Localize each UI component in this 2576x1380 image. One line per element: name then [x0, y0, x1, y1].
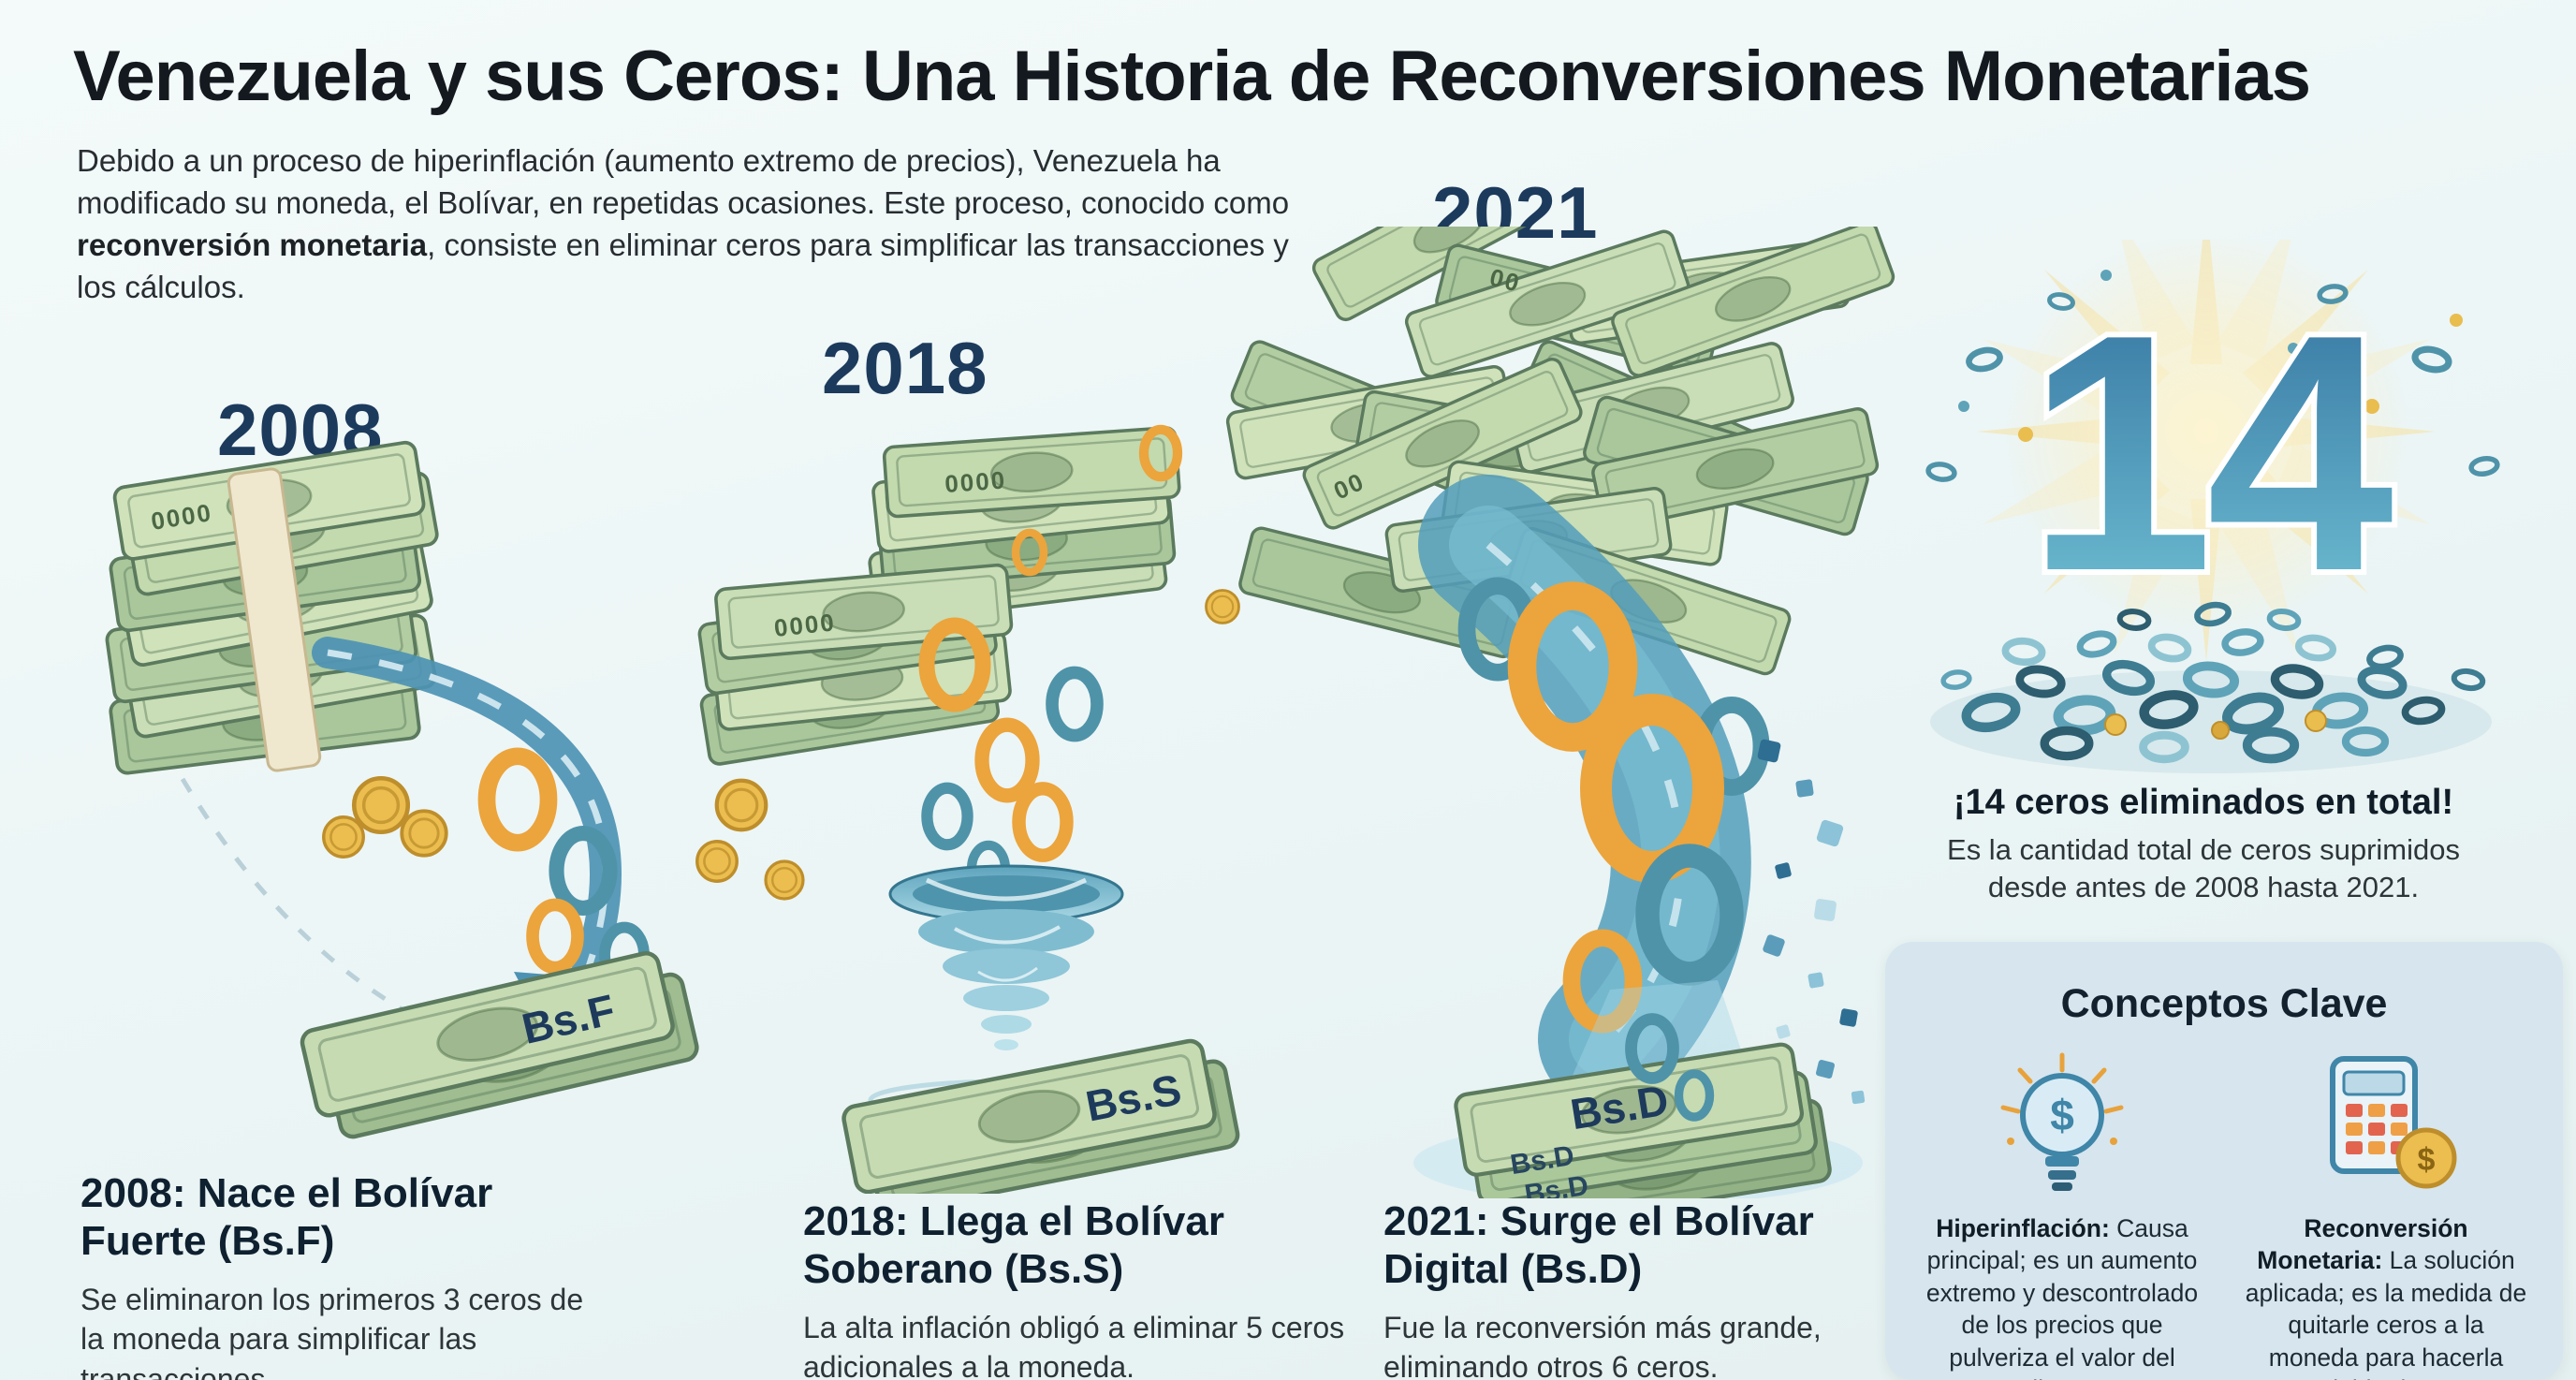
caption-heading-2018: 2018: Llega el Bolívar Soberano (Bs.S)	[803, 1198, 1224, 1292]
caption-2018: 2018: Llega el Bolívar Soberano (Bs.S) L…	[803, 1198, 1346, 1380]
calculator-buttons	[2346, 1104, 2408, 1154]
dollar-glyph: $	[2418, 1142, 2436, 1178]
bulb-rays	[2000, 1052, 2124, 1114]
bolivar-fuerte-note: Bs.F	[300, 947, 699, 1143]
total-subtext: Es la cantidad total de ceros suprimidos…	[1947, 833, 2460, 904]
caption-body-2018: La alta inflación obligó a eliminar 5 ce…	[803, 1311, 1345, 1380]
calculator-coin-icon: $	[2330, 1056, 2457, 1189]
bolivar-soberano-note: Bs.S	[842, 1035, 1239, 1194]
intro-text: Debido a un proceso de hiperinflación (a…	[77, 140, 1294, 309]
pile-shadow	[1930, 670, 2492, 773]
money-band	[227, 467, 322, 772]
illustration-2021: 00 00	[1224, 227, 1898, 1198]
intro-pre: Debido a un proceso de hiperinflación (a…	[77, 143, 1290, 220]
note-number: 0000	[772, 608, 837, 642]
lightbulb-dollar-icon: $	[2000, 1052, 2124, 1191]
illustration-2018: 0000 0000	[695, 356, 1348, 1194]
concepts-columns: $ Hiperinflación: Causa principal; es un…	[1885, 1050, 2563, 1380]
concept-text-hyperinflation: Hiperinflación: Causa principal; es un a…	[1916, 1212, 2208, 1380]
illustration-2008: 0000 Bs.F	[104, 439, 800, 1163]
note-number: 0000	[944, 465, 1007, 498]
caption-2008: 2008: Nace el Bolívar Fuerte (Bs.F) Se e…	[80, 1170, 605, 1380]
concepts-title: Conceptos Clave	[2060, 981, 2388, 1026]
burst-glow	[2005, 240, 2408, 633]
caption-body-2021: Fue la reconversión más grande, eliminan…	[1383, 1311, 1822, 1380]
concept-hyperinflation: $ Hiperinflación: Causa principal; es un…	[1916, 1050, 2208, 1380]
caption-body-2008: Se eliminaron los primeros 3 ceros de la…	[80, 1283, 584, 1380]
total-illustration: 14	[1883, 240, 2554, 773]
page-title: Venezuela y sus Ceros: Una Historia de R…	[73, 37, 2311, 116]
gold-coins-2008	[322, 778, 448, 859]
total-headline: ¡14 ceros eliminados en total!	[1953, 783, 2454, 822]
concept-term: Reconversión Monetaria:	[2257, 1214, 2468, 1275]
caption-heading-2008: 2008: Nace el Bolívar Fuerte (Bs.F)	[80, 1170, 493, 1264]
year-label-2018: 2018	[822, 327, 988, 409]
intro-bold: reconversión monetaria	[77, 227, 428, 262]
money-stream	[1418, 475, 1751, 1109]
concept-text-reconversion: Reconversión Monetaria: La solución apli…	[2240, 1212, 2532, 1380]
banknote-pile-2021: 00 00	[1224, 227, 1898, 678]
caption-2021: 2021: Surge el Bolívar Digital (Bs.D) Fu…	[1383, 1198, 1922, 1380]
funnel-icon	[888, 864, 1124, 1050]
concept-description: Causa principal; es un aumento extremo y…	[1925, 1214, 2199, 1380]
concept-term: Hiperinflación:	[1936, 1214, 2110, 1242]
banknote-stack-2008: 0000	[104, 439, 441, 776]
bolivar-digital-stack: Bs.D Bs.D Bs.D	[1455, 1040, 1832, 1198]
confetti	[1927, 270, 2498, 481]
big-14-number: 14	[2027, 265, 2396, 641]
concepts-card: Conceptos Clave $	[1885, 942, 2563, 1380]
concept-reconversion: $ Reconversión Monetaria: La solución ap…	[2240, 1050, 2532, 1380]
caption-heading-2021: 2021: Surge el Bolívar Digital (Bs.D)	[1383, 1198, 1814, 1292]
dollar-glyph: $	[2050, 1091, 2074, 1139]
concept-description: La solución aplicada; es la medida de qu…	[2245, 1246, 2527, 1380]
zeros-pile	[1942, 603, 2484, 759]
intro-post: , consiste en eliminar ceros para simpli…	[77, 227, 1289, 304]
banknote-stacks-2018: 0000 0000	[696, 427, 1179, 768]
